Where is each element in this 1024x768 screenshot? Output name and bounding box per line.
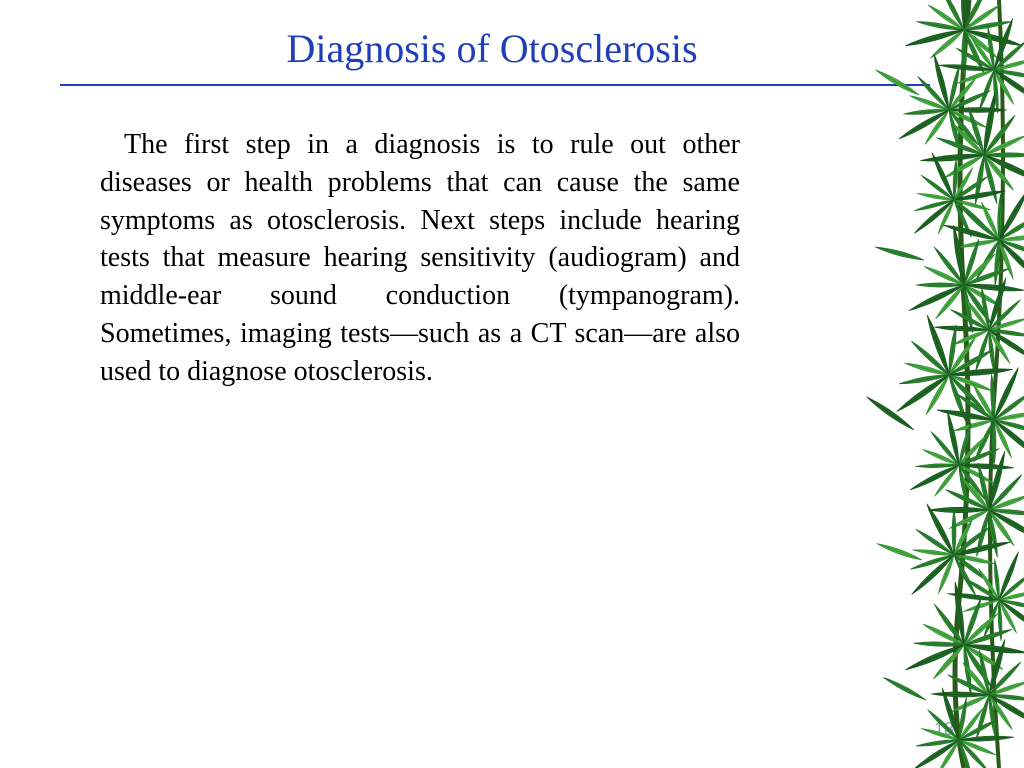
slide-title: Diagnosis of Otosclerosis [140,25,844,72]
page-number: 18 [934,719,954,740]
title-underline [60,84,930,86]
slide-body-text: The first step in a diagnosis is to rule… [100,126,740,391]
foliage-decoration [834,0,1024,768]
slide-container: Diagnosis of Otosclerosis The first step… [0,0,1024,768]
